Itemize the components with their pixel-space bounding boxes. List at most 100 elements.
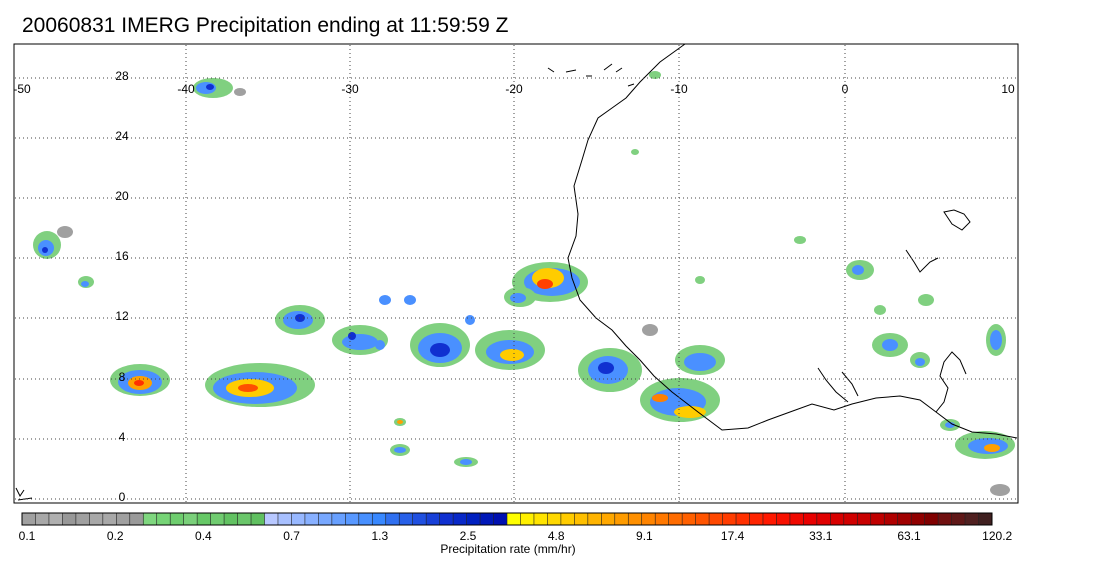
graticule <box>15 45 1017 502</box>
precip-cell <box>394 447 406 453</box>
colorbar-swatch <box>682 513 696 525</box>
precip-cell <box>598 362 614 374</box>
colorbar-swatch <box>183 513 198 525</box>
niger-delta <box>817 367 859 403</box>
colorbar-swatch <box>574 513 589 525</box>
lat-tick-label: 0 <box>119 490 126 504</box>
precip-cell <box>342 334 378 350</box>
colorbar-swatch <box>897 513 912 525</box>
colorbar-swatch <box>412 513 427 525</box>
colorbar-swatch <box>614 513 629 525</box>
colorbar-tick-label: 9.1 <box>636 529 653 543</box>
map-frame <box>13 43 1019 504</box>
colorbar-swatch <box>951 513 966 525</box>
colorbar-swatch <box>129 513 144 525</box>
colorbar-swatch <box>251 513 265 525</box>
precip-cell <box>984 444 1000 452</box>
coastline <box>15 43 1018 501</box>
colorbar-swatch <box>22 513 36 525</box>
colorbar-swatch <box>89 513 104 525</box>
precip-cell <box>695 276 705 284</box>
precip-cell <box>430 343 450 357</box>
lon-tick-label: -30 <box>341 82 359 96</box>
precip-cell <box>234 88 246 96</box>
precip-cell <box>918 294 934 306</box>
nigeria-coast <box>935 351 967 413</box>
precip-cell <box>42 247 48 253</box>
colorbar-swatch <box>399 513 413 525</box>
colorbar-tick-label: 0.2 <box>107 529 124 543</box>
colorbar-swatch <box>304 513 319 525</box>
colorbar-swatch <box>264 513 279 525</box>
precip-cell <box>652 394 668 402</box>
colorbar-swatch <box>709 513 723 525</box>
precip-cell <box>794 236 806 244</box>
lat-tick-label: 12 <box>115 309 129 323</box>
colorbar-swatch <box>587 513 602 525</box>
precip-cell <box>537 279 553 289</box>
colorbar-swatch <box>560 513 575 525</box>
precip-cell <box>684 353 716 371</box>
colorbar-tick-label: 120.2 <box>982 529 1012 543</box>
colorbar-swatch <box>318 513 333 525</box>
colorbar-swatch <box>803 513 818 525</box>
precip-cell <box>510 293 526 303</box>
colorbar-swatch <box>816 513 831 525</box>
precip-cell <box>874 305 886 315</box>
lon-tick-label: -20 <box>505 82 523 96</box>
colorbar-swatch <box>345 513 360 525</box>
colorbar-swatch <box>843 513 858 525</box>
colorbar-swatch <box>197 513 211 525</box>
colorbar-swatch <box>722 513 737 525</box>
precip-cell <box>465 315 475 325</box>
colorbar-swatch <box>884 513 898 525</box>
colorbar-swatch <box>520 513 535 525</box>
colorbar-swatch <box>533 513 548 525</box>
colorbar-swatch <box>911 513 925 525</box>
colorbar-swatch <box>924 513 939 525</box>
colorbar-swatch <box>237 513 252 525</box>
colorbar <box>21 512 993 526</box>
precip-cell <box>882 339 898 351</box>
colorbar-swatch <box>48 513 63 525</box>
precip-cell <box>631 149 639 155</box>
precip-cell <box>81 281 89 287</box>
colorbar-tick-labels: 0.1 0.2 0.4 0.7 1.3 2.5 4.8 9.1 17.4 33.1 63.1 120.… <box>19 529 1013 543</box>
lat-tick-label: 4 <box>119 430 126 444</box>
colorbar-label: Precipitation rate (mm/hr) <box>440 542 576 556</box>
precip-cell <box>238 384 258 392</box>
precip-cell <box>206 84 214 90</box>
colorbar-swatch <box>156 513 171 525</box>
colorbar-swatch <box>385 513 400 525</box>
precip-cell <box>404 295 416 305</box>
lon-tick-label: 0 <box>842 82 849 96</box>
colorbar-swatch <box>75 513 90 525</box>
colorbar-swatch <box>668 513 683 525</box>
precip-cell <box>348 332 356 340</box>
lat-tick-label: 8 <box>119 370 126 384</box>
colorbar-swatch <box>331 513 346 525</box>
colorbar-swatch <box>210 513 225 525</box>
colorbar-swatch <box>116 513 131 525</box>
colorbar-tick-label: 33.1 <box>809 529 833 543</box>
colorbar-swatch <box>358 513 373 525</box>
colorbar-swatch <box>170 513 184 525</box>
colorbar-swatch <box>35 513 50 525</box>
africa-coast <box>567 43 1018 439</box>
colorbar-frame <box>21 512 993 526</box>
colorbar-swatch <box>655 513 669 525</box>
precip-cell <box>915 358 925 366</box>
colorbar-swatch <box>143 513 158 525</box>
colorbar-swatch <box>547 513 562 525</box>
colorbar-swatch <box>870 513 885 525</box>
precip-cell <box>852 265 864 275</box>
colorbar-swatch <box>857 513 872 525</box>
river-niger <box>905 249 939 273</box>
colorbar-tick-label: 0.1 <box>19 529 36 543</box>
colorbar-swatch <box>439 513 454 525</box>
gulf-guinea-islands <box>15 487 33 501</box>
colorbar-swatch <box>736 513 750 525</box>
precip-cell <box>397 420 403 424</box>
colorbar-tick-label: 17.4 <box>721 529 745 543</box>
